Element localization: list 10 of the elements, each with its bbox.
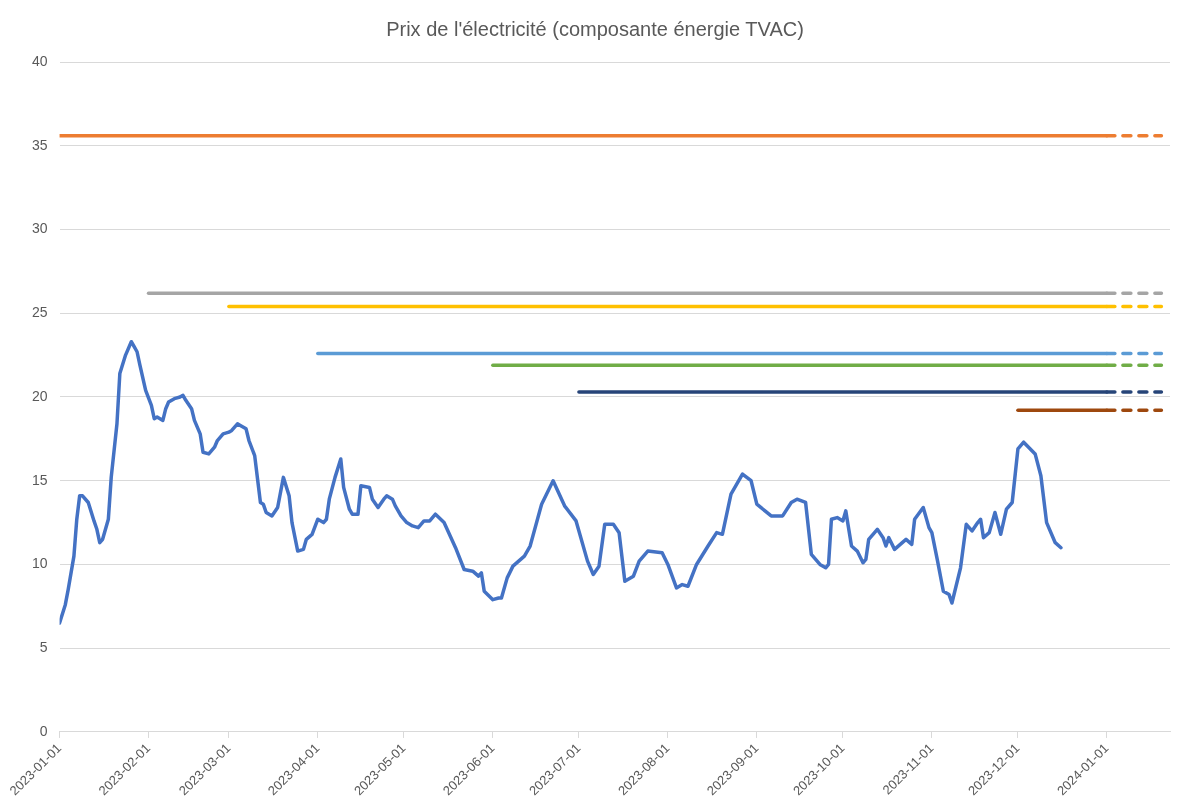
y-tick-label: 15 xyxy=(31,471,48,488)
y-tick-label: 40 xyxy=(31,52,48,69)
y-tick-label: 20 xyxy=(31,387,48,404)
y-tick-label: 0 xyxy=(39,722,48,739)
chart-title: Prix de l'électricité (composante énergie TVAC) xyxy=(386,17,804,40)
y-tick-label: 25 xyxy=(31,304,48,321)
y-tick-label: 5 xyxy=(39,639,48,656)
y-tick-label: 35 xyxy=(31,136,48,153)
y-tick-label: 30 xyxy=(31,220,48,237)
y-tick-label: 10 xyxy=(31,555,48,572)
